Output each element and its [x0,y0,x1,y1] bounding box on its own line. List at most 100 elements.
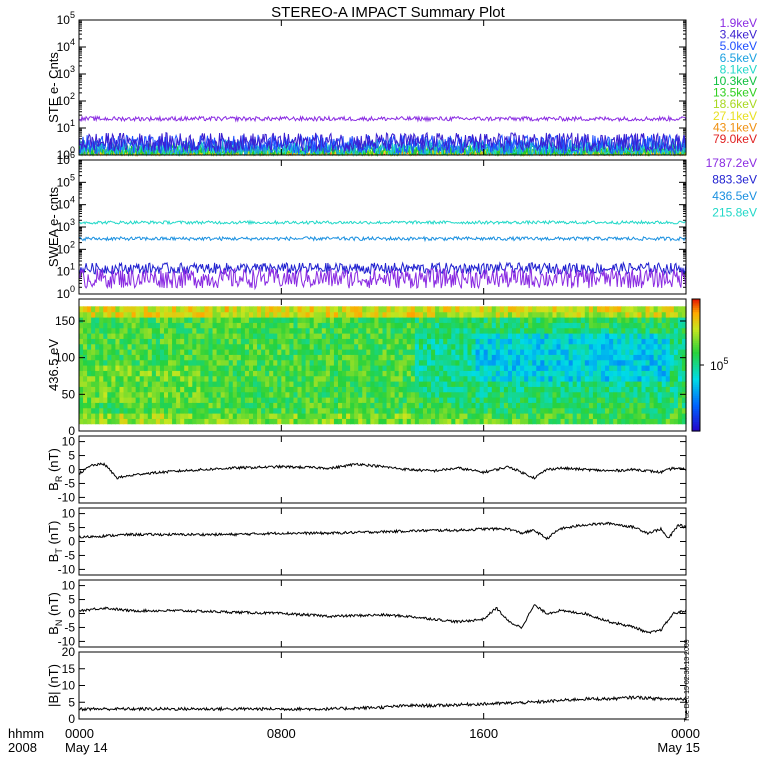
spectrogram-cell [115,338,121,345]
spectrogram-cell [224,333,230,339]
spectrogram-cell [475,407,481,414]
spectrogram-cell [613,365,618,371]
spectrogram-cell [544,311,550,318]
spectrogram-cell [321,306,327,313]
spectrogram-cell [99,327,104,334]
spectrogram-cell [641,311,647,318]
spectrogram-cell [669,343,675,350]
spectrogram-cell [524,391,529,398]
spectrogram-cell [544,407,550,414]
spectrogram-cell [487,391,493,398]
spectrogram-cell [507,322,513,329]
spectrogram-cell [321,327,327,334]
spectrogram-cell [337,391,343,398]
spectrogram-cell [99,365,104,371]
spectrogram-cell [159,359,165,366]
spectrogram-cell [265,349,270,355]
spectrogram-cell [248,375,254,382]
spectrogram-cell [511,370,517,377]
spectrogram-cell [410,370,416,377]
spectrogram-cell [475,365,481,371]
spectrogram-cell [439,402,444,409]
spectrogram-cell [143,365,149,371]
spectrogram-cell [499,375,505,382]
colorbar-step [692,415,700,419]
spectrogram-cell [354,370,359,377]
bmag-trace [78,695,686,712]
spectrogram-cell [269,391,274,398]
spectrogram-cell [281,327,286,334]
spectrogram-cell [325,343,331,350]
spectrogram-cell [285,359,291,366]
spectrogram-cell [540,354,545,361]
spectrogram-cell [103,397,108,403]
spectrogram-cell [398,375,404,382]
spectrogram-cell [151,397,157,403]
spectrogram-cell [487,407,493,414]
spectrogram-cell [471,322,477,329]
spectrogram-cell [309,365,315,371]
spectrogram-cell [455,349,460,355]
swea-ylabel: SWEA e- cnts [46,186,61,267]
spectrogram-cell [422,349,428,355]
spectrogram-cell [131,407,137,414]
spectrogram-cell [289,311,295,318]
spectrogram-cell [253,375,258,382]
spectrogram-cell [459,311,465,318]
spectrogram-cell [378,365,384,371]
legend-ste-3.4keV: 3.4keV [720,28,757,42]
spectrogram-cell [180,407,185,414]
spectrogram-cell [285,397,291,403]
spectrogram-cell [568,333,574,339]
spectrogram-cell [196,407,201,414]
spectrogram-cell [459,370,465,377]
spectrogram-cell [95,322,100,329]
spectrogram-cell [427,386,432,393]
spectrogram-cell [516,375,521,382]
spectrogram-cell [601,418,606,425]
spectrogram-cell [374,397,380,403]
spectrogram-cell [548,311,554,318]
spectrogram-cell [382,418,388,425]
spectrogram-cell [418,327,424,334]
spectrogram-cell [516,359,521,366]
spectrogram-cell [568,306,574,313]
spectrogram-cell [208,381,214,387]
spectrogram-cell [418,343,424,350]
spectrogram-cell [139,306,145,313]
spectrogram-cell [289,381,295,387]
spectrogram-cell [564,327,570,334]
spectrogram-cell [123,359,129,366]
spectrogram-cell [617,365,622,371]
spectrogram-cell [410,407,416,414]
spectrogram-cell [394,343,400,350]
spectrogram-cell [350,343,355,350]
legend-ste-27.1keV: 27.1keV [713,109,757,123]
spectrogram-cell [540,349,545,355]
spectrogram-cell [431,397,436,403]
spectrogram-cell [143,354,149,361]
spectrogram-cell [337,407,343,414]
spectrogram-cell [374,386,380,393]
spectrogram-cell [370,306,376,313]
spectrogram-cell [625,338,630,345]
spectrogram-cell [406,349,412,355]
spectrogram-cell [159,381,165,387]
spectrogram-cell [127,343,133,350]
spectrogram-cell [163,381,169,387]
spectrogram-cell [163,317,169,323]
spectrogram-cell [87,413,92,419]
spectrogram-cell [427,391,432,398]
spectrogram-cell [131,413,137,419]
spectrogram-cell [269,333,274,339]
spectrogram-cell [240,391,246,398]
spectrogram-cell [528,418,533,425]
spectrogram-cell [592,402,598,409]
spectrogram-cell [410,322,416,329]
spectrogram-cell [483,354,489,361]
spectrogram-cell [661,306,667,313]
spectrogram-cell [236,365,242,371]
spectrogram-cell [475,359,481,366]
spectrogram-cell [524,418,529,425]
spectrogram-cell [520,322,525,329]
